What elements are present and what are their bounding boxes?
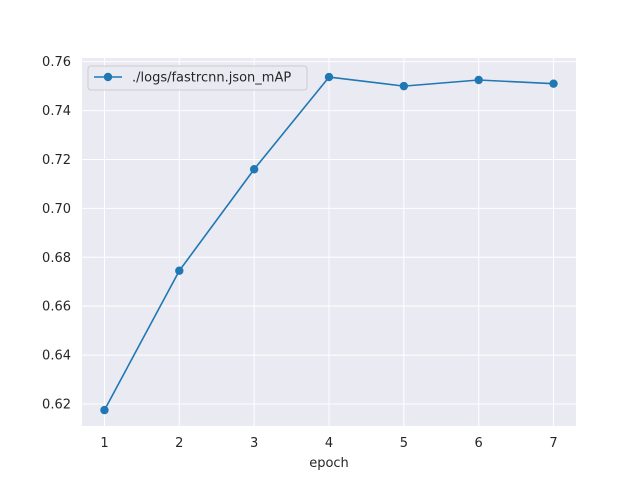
- x-tick-label: 1: [100, 436, 108, 451]
- y-tick-label: 0.76: [42, 55, 71, 70]
- data-point: [249, 165, 259, 174]
- x-tick-label: 4: [325, 436, 333, 451]
- data-point: [175, 266, 184, 275]
- data-point: [100, 405, 109, 415]
- y-tick-label: 0.70: [42, 202, 71, 217]
- y-tick-label: 0.74: [42, 104, 71, 119]
- data-point: [399, 81, 409, 91]
- data-point: [324, 72, 334, 82]
- legend: ./logs/fastrcnn.json_mAP: [87, 65, 308, 91]
- x-tick-label: 6: [475, 436, 483, 451]
- y-tick-label: 0.64: [42, 349, 71, 364]
- x-axis-label: epoch: [309, 456, 349, 471]
- y-tick-label: 0.72: [42, 153, 71, 168]
- data-point: [474, 75, 483, 85]
- x-tick-label: 3: [250, 436, 258, 451]
- legend-marker: [103, 72, 113, 82]
- x-tick-label: 7: [549, 436, 557, 451]
- y-tick-label: 0.68: [42, 251, 71, 266]
- data-series: [100, 72, 558, 415]
- data-point: [549, 79, 558, 88]
- legend-label: ./logs/fastrcnn.json_mAP: [132, 71, 291, 86]
- x-tick-label: 5: [400, 436, 408, 451]
- x-tick-labels: 1 2 3 4 5 6 7: [100, 436, 557, 451]
- x-tick-label: 2: [175, 436, 183, 451]
- y-tick-label: 0.62: [42, 397, 71, 412]
- legend-box: [87, 65, 308, 91]
- y-tick-labels: 0.62 0.64 0.66 0.68 0.70 0.72 0.74 0.76: [42, 55, 71, 412]
- y-tick-label: 0.66: [42, 300, 71, 315]
- grid-lines: [82, 58, 576, 426]
